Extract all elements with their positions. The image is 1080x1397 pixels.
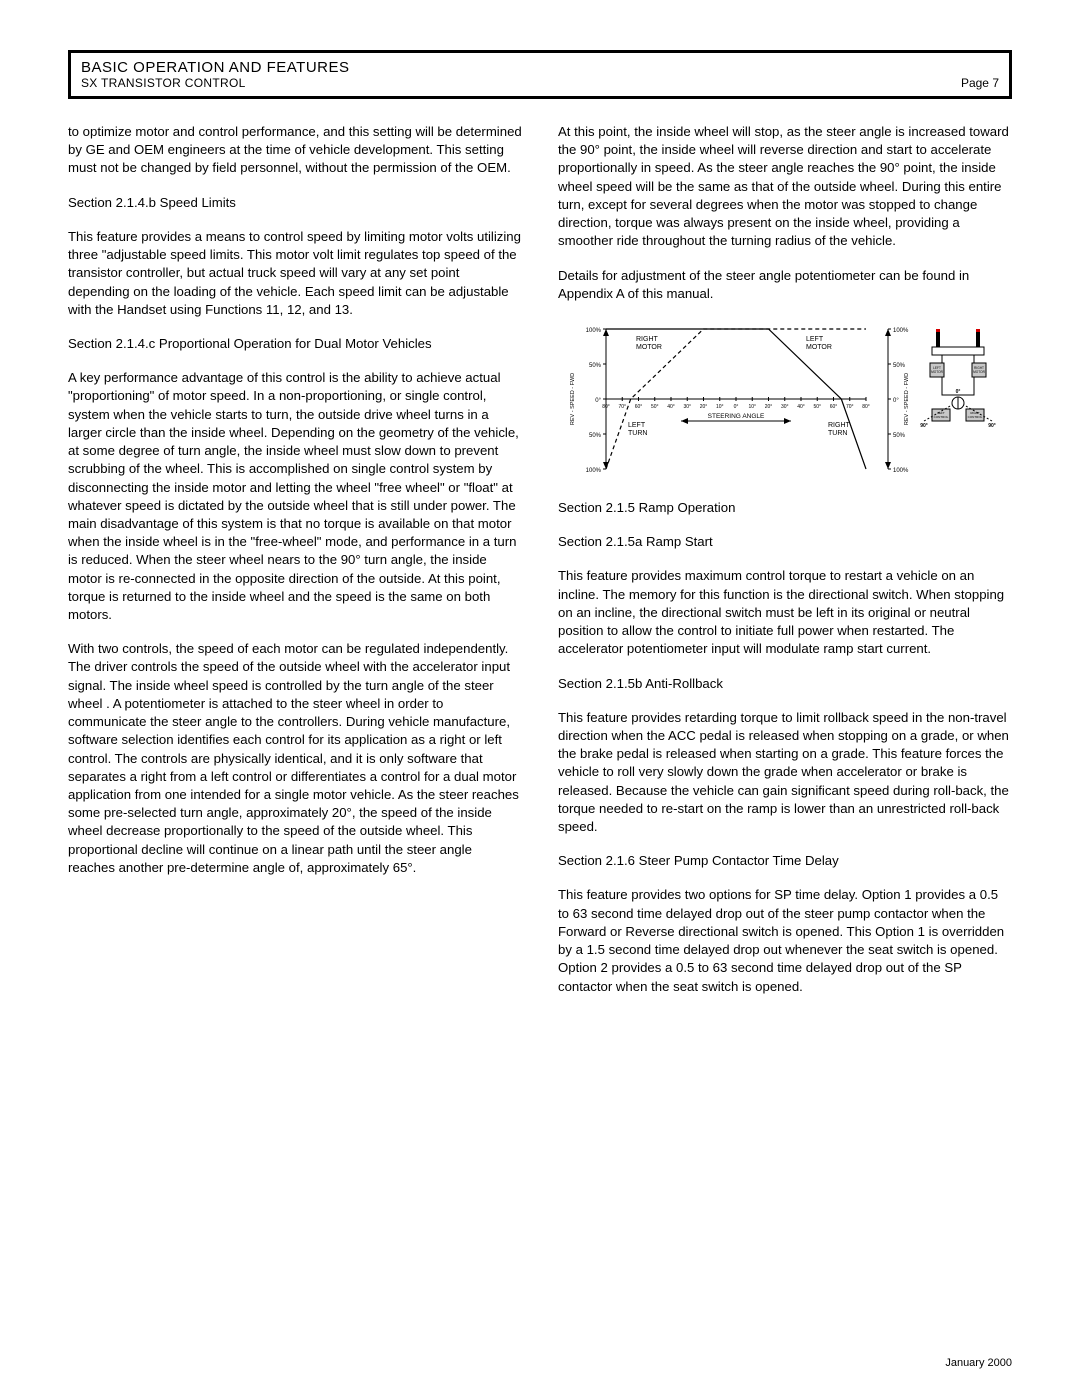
section-214c-p1: A key performance advantage of this cont… — [68, 369, 522, 624]
svg-text:100%: 100% — [586, 328, 602, 334]
svg-text:90°: 90° — [920, 423, 928, 429]
steer-angle-chart: 100% 50% 0° 50% 100% 100% 50% 0° 50% 100% 80° 70° 60… — [558, 319, 1012, 479]
svg-text:50%: 50% — [893, 363, 906, 369]
svg-text:50%: 50% — [589, 433, 602, 439]
header-subtitle: SX TRANSISTOR CONTROL — [81, 76, 246, 90]
svg-text:10°: 10° — [716, 404, 724, 410]
svg-text:80°: 80° — [602, 404, 610, 410]
svg-text:RIGHT: RIGHT — [828, 422, 851, 429]
section-215-title: Section 2.1.5 Ramp Operation — [558, 499, 1012, 517]
left-column: to optimize motor and control performanc… — [68, 123, 522, 1012]
svg-text:CONTROL: CONTROL — [968, 415, 983, 419]
steer-angle-chart-svg: 100% 50% 0° 50% 100% 100% 50% 0° 50% 100% 80° 70° 60… — [558, 319, 998, 479]
svg-text:0°: 0° — [734, 404, 739, 410]
svg-text:0°: 0° — [956, 389, 961, 395]
svg-text:STEERING ANGLE: STEERING ANGLE — [708, 413, 765, 420]
svg-text:50°: 50° — [813, 404, 821, 410]
svg-text:TURN: TURN — [828, 430, 847, 437]
svg-text:40°: 40° — [797, 404, 805, 410]
footer-date: January 2000 — [945, 1357, 1012, 1369]
section-214b-body: This feature provides a means to control… — [68, 228, 522, 319]
svg-text:RIGHT: RIGHT — [636, 336, 659, 343]
section-215a-title: Section 2.1.5a Ramp Start — [558, 533, 1012, 551]
svg-text:LEFT: LEFT — [806, 336, 824, 343]
section-214b-title: Section 2.1.4.b Speed Limits — [68, 194, 522, 212]
section-216-title: Section 2.1.6 Steer Pump Contactor Time … — [558, 852, 1012, 870]
svg-text:REV - SPEED - FWD: REV - SPEED - FWD — [904, 373, 910, 425]
right-column: At this point, the inside wheel will sto… — [558, 123, 1012, 1012]
svg-text:50°: 50° — [651, 404, 659, 410]
section-215a-body: This feature provides maximum control to… — [558, 567, 1012, 658]
svg-text:100%: 100% — [893, 468, 909, 474]
svg-text:100%: 100% — [893, 328, 909, 334]
svg-text:MOTOR: MOTOR — [973, 370, 986, 374]
right-p1: At this point, the inside wheel will sto… — [558, 123, 1012, 251]
header-page: Page 7 — [961, 76, 999, 90]
right-p2: Details for adjustment of the steer angl… — [558, 267, 1012, 303]
svg-text:50%: 50% — [589, 363, 602, 369]
svg-text:20°: 20° — [700, 404, 708, 410]
svg-text:10°: 10° — [748, 404, 756, 410]
svg-text:MOTOR: MOTOR — [931, 370, 944, 374]
section-214c-title: Section 2.1.4.c Proportional Operation f… — [68, 335, 522, 353]
svg-text:50%: 50% — [893, 433, 906, 439]
section-214c-p2: With two controls, the speed of each mot… — [68, 640, 522, 877]
svg-text:100%: 100% — [586, 468, 602, 474]
svg-text:30°: 30° — [781, 404, 789, 410]
svg-text:MOTOR: MOTOR — [636, 344, 662, 351]
section-215b-title: Section 2.1.5b Anti-Rollback — [558, 675, 1012, 693]
svg-text:80°: 80° — [862, 404, 870, 410]
svg-text:30°: 30° — [683, 404, 691, 410]
svg-text:MOTOR: MOTOR — [806, 344, 832, 351]
left-intro: to optimize motor and control performanc… — [68, 123, 522, 178]
svg-text:CONTROL: CONTROL — [934, 415, 949, 419]
svg-text:0°: 0° — [893, 398, 899, 404]
svg-text:LEFT: LEFT — [628, 422, 646, 429]
header-sub-row: SX TRANSISTOR CONTROL Page 7 — [81, 76, 999, 90]
svg-text:REV - SPEED - FWD: REV - SPEED - FWD — [570, 373, 576, 425]
svg-text:40°: 40° — [667, 404, 675, 410]
svg-text:70°: 70° — [618, 404, 626, 410]
svg-text:60°: 60° — [635, 404, 643, 410]
header-title: BASIC OPERATION AND FEATURES — [81, 59, 999, 76]
svg-text:20°: 20° — [765, 404, 773, 410]
two-column-layout: to optimize motor and control performanc… — [68, 123, 1012, 1012]
section-215b-body: This feature provides retarding torque t… — [558, 709, 1012, 837]
svg-text:60°: 60° — [830, 404, 838, 410]
svg-text:TURN: TURN — [628, 430, 647, 437]
section-216-body: This feature provides two options for SP… — [558, 886, 1012, 995]
svg-text:90°: 90° — [988, 423, 996, 429]
svg-text:70°: 70° — [846, 404, 854, 410]
svg-text:0°: 0° — [595, 398, 601, 404]
header-box: BASIC OPERATION AND FEATURES SX TRANSIST… — [68, 50, 1012, 99]
